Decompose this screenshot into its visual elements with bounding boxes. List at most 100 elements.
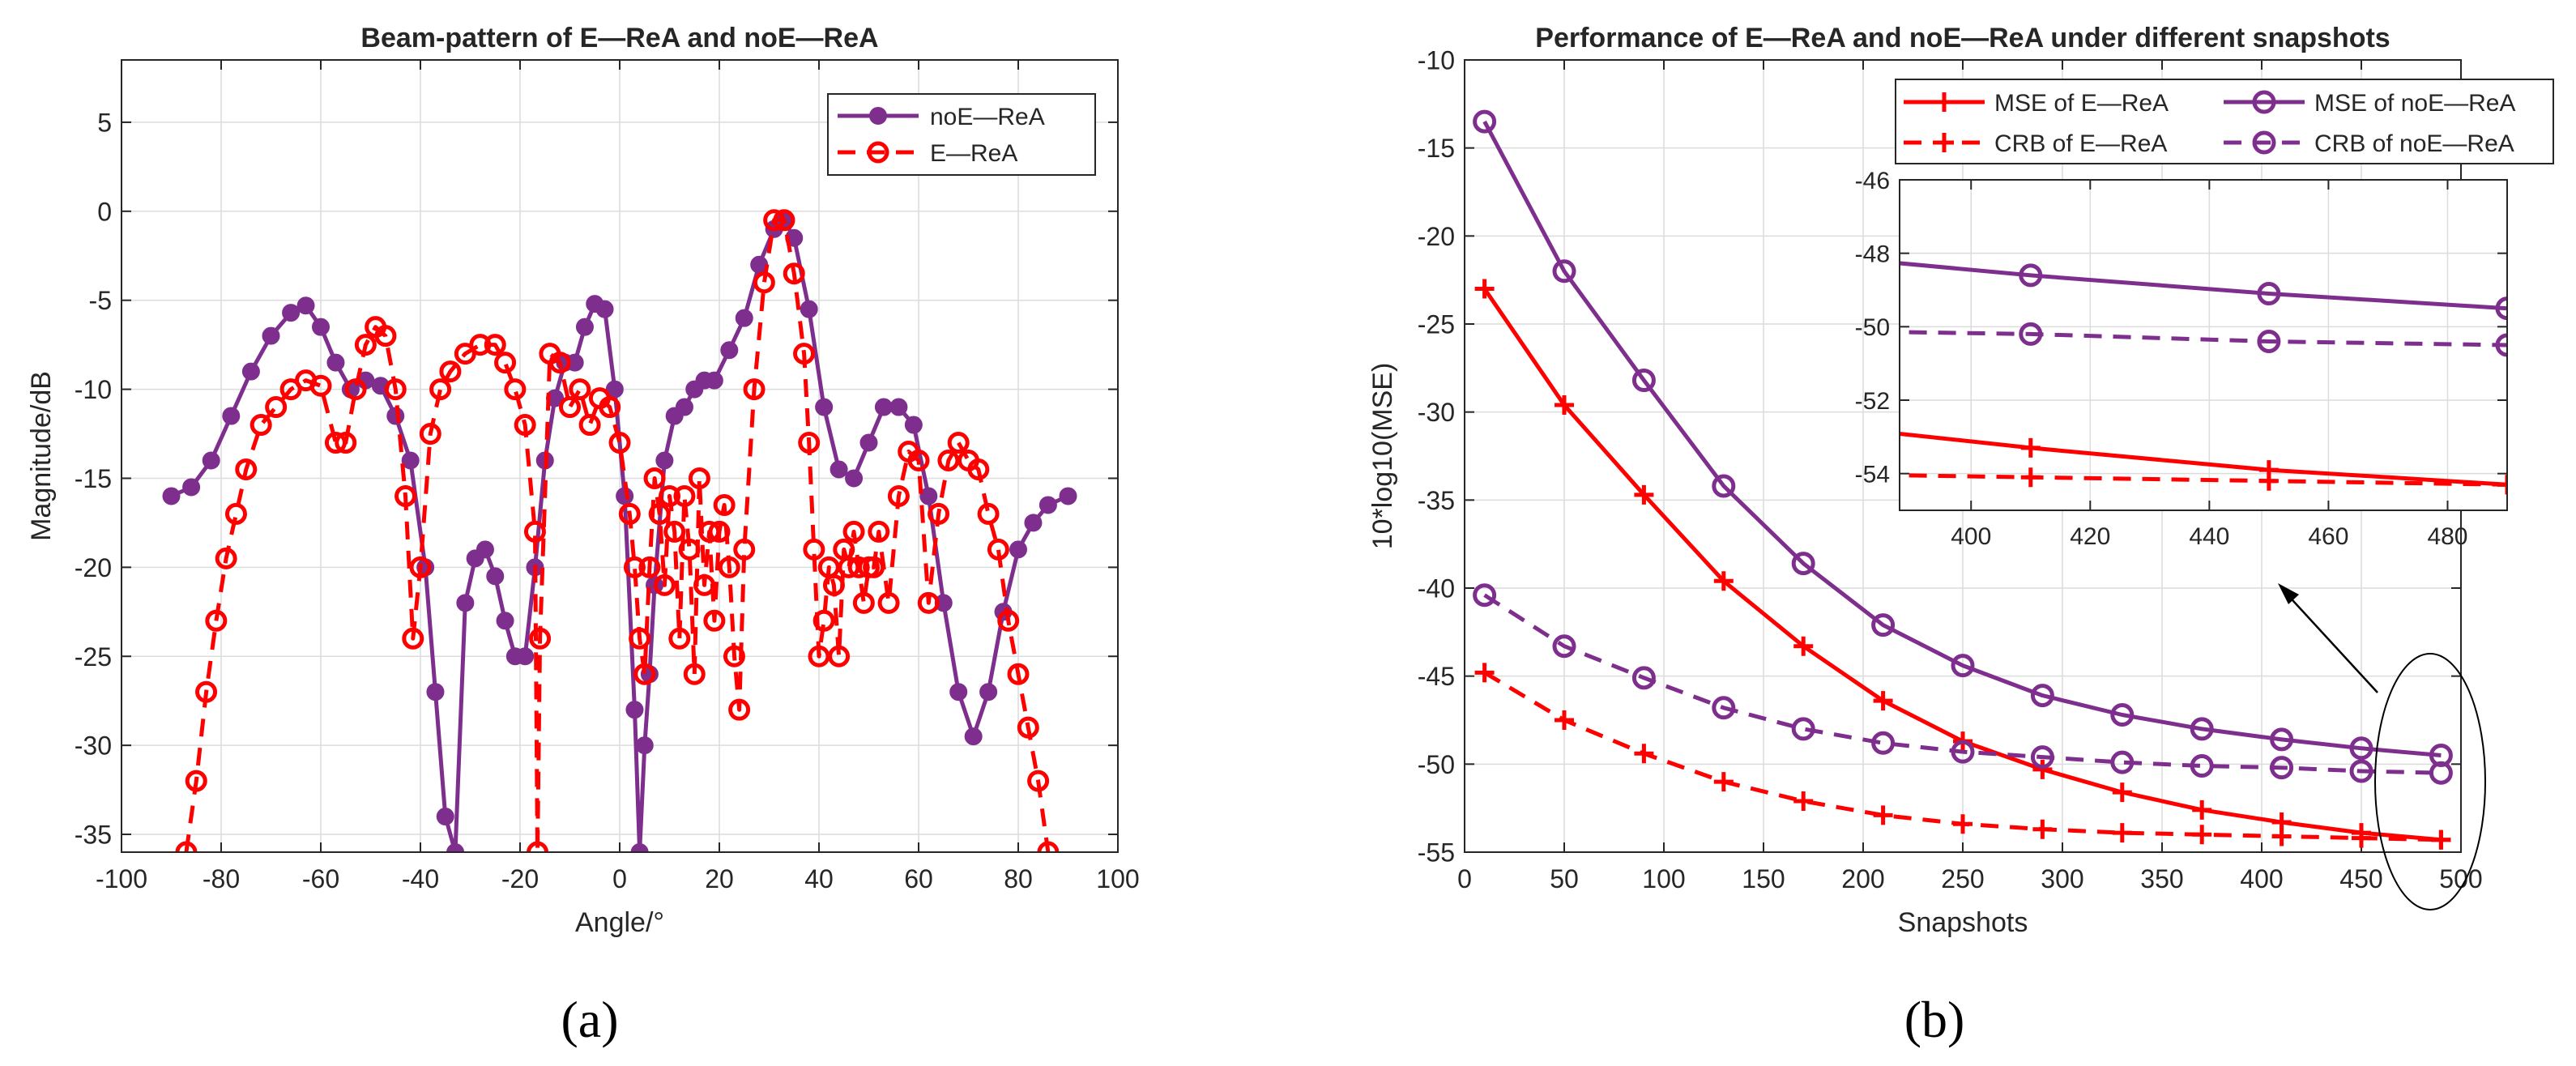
chart-a-e-rea-point <box>803 538 825 561</box>
chart-a-e-rea-point <box>783 262 805 285</box>
chart-a-noe-rea-point <box>326 353 345 372</box>
chart-b-crb-of-e-rea-point <box>1793 791 1814 811</box>
chart-b-mse-of-noe-rea-point <box>2349 736 2373 761</box>
chart-a-e-rea-point <box>728 698 751 721</box>
chart-b-crb-of-e-rea-point <box>1873 805 1893 825</box>
chart-b-mse-of-e-rea-point <box>1713 571 1734 591</box>
chart-a-xtick-label: 20 <box>705 864 734 893</box>
chart-b-xtick-label: 50 <box>1550 864 1579 893</box>
chart-a-noe-rea-point <box>1024 514 1043 532</box>
chart-a-e-rea-point <box>877 591 900 614</box>
chart-a-e-rea-point <box>678 538 701 561</box>
chart-a-noe-rea-point <box>630 843 649 852</box>
chart-a-e-rea-point <box>723 645 745 667</box>
inset-crb-of-noe-rea-line <box>1900 330 2507 348</box>
chart-b-xtick-label: 350 <box>2140 864 2183 893</box>
chart-a-e-rea-point <box>224 502 247 525</box>
chart-b-crb-of-e-rea-point <box>1953 814 1973 834</box>
chart-b-mse-of-e-rea-point <box>1634 484 1654 505</box>
chart-a-e-rea-point <box>937 449 960 471</box>
chart-a-xtick-label: 40 <box>804 864 834 893</box>
chart-a-noe-rea-point <box>904 416 923 434</box>
inset-ytick-label: -54 <box>1855 461 1890 488</box>
chart-b-mse-of-noe-rea-line <box>1482 120 2442 757</box>
chart-a-e-rea-point <box>863 556 885 578</box>
legend-b-marker-mse-of-noe-rea <box>2252 90 2276 114</box>
chart-a-xtick-label: -20 <box>501 864 539 893</box>
chart-a-noe-rea-point <box>446 843 465 852</box>
chart-b-mse-of-noe-rea-point <box>2110 702 2135 727</box>
chart-b-legend: MSE of E—ReA MSE of noE—ReA CRB of E—ReA CR… <box>1895 79 2554 164</box>
chart-b-ticks: 0 50 100 150 200 250 300 350 400 450 500-10-15-20-… <box>1418 46 2483 893</box>
chart-b-ylabel: 10*log10(MSE) <box>1367 363 1398 550</box>
chart-b-crb-of-e-rea-point <box>1555 710 1574 730</box>
chart-a-noe-rea-point <box>625 701 644 719</box>
inset-crb-of-e-rea-line <box>1900 473 2507 487</box>
chart-b-crb-of-noe-rea-point <box>1791 717 1815 741</box>
chart-a-e-rea-point <box>324 432 347 454</box>
chart-a-e-rea-point <box>185 770 207 792</box>
chart-a-e-rea-point <box>548 352 571 374</box>
chart-a-e-rea-point <box>265 396 288 419</box>
chart-b-xtick-label: 250 <box>1941 864 1984 893</box>
chart-a-noe-rea-point <box>241 362 260 381</box>
chart-b-crb-of-noe-rea-point <box>1951 740 1975 764</box>
chart-a-noe-rea-point <box>436 808 454 826</box>
chart-a-e-rea-point <box>847 556 870 578</box>
chart-a-xtick-label: 60 <box>904 864 933 893</box>
chart-a-e-rea-point <box>1007 663 1030 685</box>
chart-a-ytick-label: 0 <box>97 197 112 226</box>
chart-b-ytick-label: -45 <box>1418 662 1455 691</box>
chart-a-noe-rea-point <box>705 371 723 390</box>
chart-b-crb-of-noe-rea-point <box>1552 634 1576 659</box>
chart-b-ytick-label: -25 <box>1418 310 1455 339</box>
inset-crb-of-e-rea-point <box>2020 467 2041 488</box>
chart-a-e-rea-point <box>648 502 671 525</box>
chart-b-crb-of-noe-rea-point <box>2270 756 2294 780</box>
chart-a-e-rea-point <box>1027 770 1050 792</box>
chart-a-e-rea-point <box>354 334 377 356</box>
chart-a-e-rea-line <box>184 218 1051 852</box>
zoom-ellipse <box>2374 653 2486 910</box>
chart-b-mse-of-noe-rea-point <box>2270 727 2294 752</box>
inset-crb-of-noe-rea-point <box>2257 329 2281 353</box>
chart-a-e-rea-point <box>599 396 621 419</box>
chart-a-noe-rea-point <box>565 353 584 372</box>
chart-a-noe-rea-point <box>312 318 330 336</box>
chart-b-crb-of-noe-rea-point <box>1871 731 1896 755</box>
chart-b-mse-of-e-rea-point <box>2192 800 2212 820</box>
zoom-arrow-head <box>2278 583 2299 604</box>
chart-a-noe-rea-point <box>949 683 968 701</box>
chart-a-e-rea-point <box>633 663 656 685</box>
chart-a-e-rea-point <box>693 574 716 596</box>
chart-a-noe-rea-point <box>720 341 739 360</box>
chart-b-xlabel: Snapshots <box>1898 907 2028 938</box>
chart-b-xtick-label: 100 <box>1642 864 1685 893</box>
chart-a-e-rea-point <box>763 209 786 232</box>
chart-a-e-rea-point <box>578 414 601 437</box>
chart-a-xtick-label: 0 <box>612 864 627 893</box>
chart-a-noe-rea-point <box>655 451 674 470</box>
chart-a-e-rea-point <box>733 538 756 561</box>
chart-b-mse-of-noe-rea-point <box>1631 369 1656 393</box>
chart-a-e-rea-point <box>997 609 1020 632</box>
legend-b-marker-mse-of-e-rea <box>1934 92 1954 112</box>
chart-b-ytick-label: -35 <box>1418 486 1455 515</box>
inset-series <box>1900 261 2507 495</box>
chart-b-crb-of-noe-rea-line <box>1483 593 2442 775</box>
chart-a-e-rea-point <box>205 609 228 632</box>
chart-b-crb-of-noe-rea-point <box>2349 759 2373 783</box>
chart-a-legend: noE—ReA E—ReA <box>827 93 1096 176</box>
chart-a-ytick-label: -20 <box>75 553 112 582</box>
chart-b-series <box>1473 109 2453 850</box>
chart-b-crb-of-noe-rea-point <box>1473 583 1497 608</box>
chart-a-e-rea-point <box>653 574 676 596</box>
inset-mse-of-noe-rea-point <box>2019 263 2043 288</box>
chart-a-noe-rea-point <box>735 309 753 327</box>
chart-a-e-rea-point <box>429 378 452 401</box>
chart-b-mse-of-noe-rea-point <box>1552 259 1576 284</box>
chart-a-noe-rea-point <box>296 296 315 315</box>
chart-a-xtick-label: -80 <box>203 864 240 893</box>
chart-b-crb-of-e-rea-point <box>2032 819 2053 839</box>
chart-b-mse-of-noe-rea-point <box>1712 474 1736 498</box>
